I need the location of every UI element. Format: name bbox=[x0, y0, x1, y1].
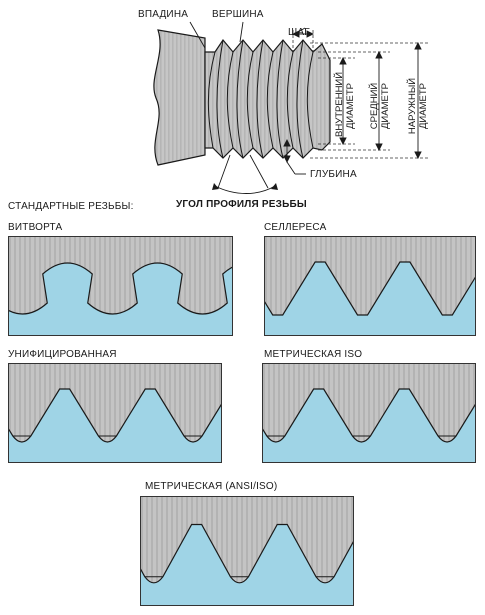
thread-name-unified: УНИФИЦИРОВАННАЯ bbox=[8, 349, 117, 360]
thread-profile-unified bbox=[9, 364, 221, 462]
thread-panel-metric-iso bbox=[262, 363, 476, 463]
outer-diameter-label: НАРУЖНЫЙ ДИАМЕТР bbox=[407, 66, 429, 146]
thread-name-metric-ansi-iso: МЕТРИЧЕСКАЯ (ANSI/ISO) bbox=[145, 481, 278, 492]
thread-profile-sellers bbox=[265, 237, 475, 335]
valley-label: ВПАДИНА bbox=[138, 9, 189, 20]
nut-profile bbox=[9, 388, 221, 462]
profile-angle-label: УГОЛ ПРОФИЛЯ РЕЗЬБЫ bbox=[176, 199, 307, 210]
mean-diameter-text: СРЕДНИЙ ДИАМЕТР bbox=[369, 82, 391, 130]
thread-profile-metric-ansi-iso bbox=[141, 497, 353, 605]
thread-profile-whitworth bbox=[9, 237, 232, 335]
thread-panel-unified bbox=[8, 363, 222, 463]
thread-profile-metric-iso bbox=[263, 364, 475, 462]
inner-diameter-text: ВНУТРЕННИЙ ДИАМЕТР bbox=[334, 71, 356, 137]
mean-diameter-label: СРЕДНИЙ ДИАМЕТР bbox=[369, 66, 391, 146]
thread-name-whitworth: ВИТВОРТА bbox=[8, 222, 63, 233]
thread-panel-sellers bbox=[264, 236, 476, 336]
nut-profile bbox=[265, 261, 475, 335]
crest-label: ВЕРШИНА bbox=[212, 9, 264, 20]
inner-diameter-label: ВНУТРЕННИЙ ДИАМЕТР bbox=[334, 66, 356, 146]
thread-name-sellers: СЕЛЛЕРЕСА bbox=[264, 222, 327, 233]
nut-profile bbox=[9, 262, 232, 335]
section-title: СТАНДАРТНЫЕ РЕЗЬБЫ: bbox=[8, 201, 134, 212]
screw-shank bbox=[153, 29, 206, 166]
thread-panel-metric-ansi-iso bbox=[140, 496, 354, 606]
thread-panel-whitworth bbox=[8, 236, 233, 336]
screw-diagram bbox=[153, 21, 430, 194]
outer-diameter-text: НАРУЖНЫЙ ДИАМЕТР bbox=[407, 77, 429, 135]
thread-name-metric-iso: МЕТРИЧЕСКАЯ ISO bbox=[264, 349, 363, 360]
nut-profile bbox=[263, 388, 475, 462]
depth-label: ГЛУБИНА bbox=[310, 169, 357, 180]
nut-profile bbox=[141, 523, 353, 605]
pitch-label: ШАГ bbox=[288, 27, 310, 38]
